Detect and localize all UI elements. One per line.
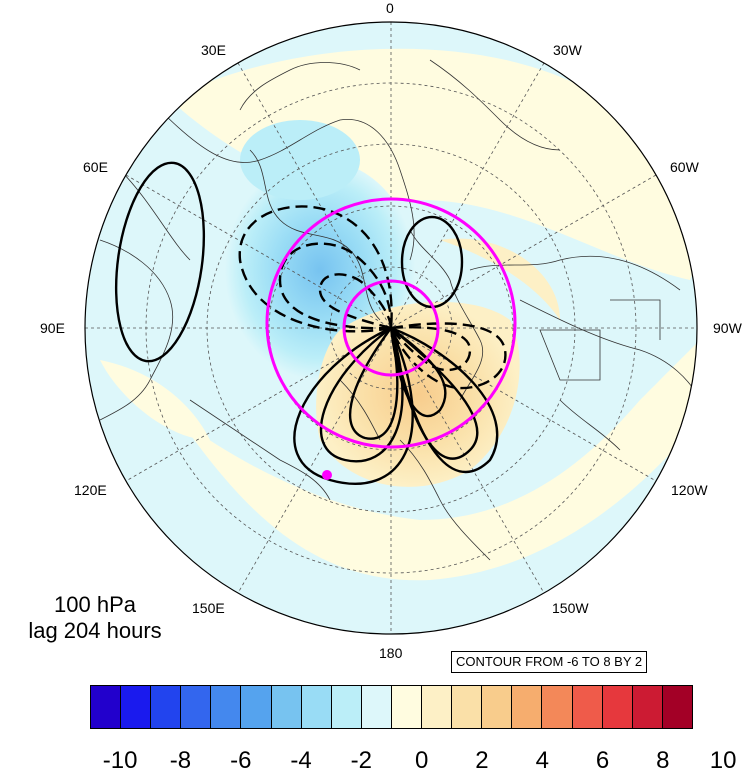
lon-label-90w: 90W <box>713 320 742 336</box>
lon-label-0: 0 <box>386 0 394 16</box>
colorbar-tick-label: 10 <box>709 747 737 774</box>
solid-contours <box>114 161 499 485</box>
highlight-circles <box>265 197 517 449</box>
colorbar-box <box>602 686 633 728</box>
colorbar-tick-label: 8 <box>656 747 670 774</box>
lon-label-30w: 30W <box>553 42 582 58</box>
lon-label-60e: 60E <box>83 159 108 175</box>
location-marker <box>322 470 332 480</box>
map-border <box>84 21 698 635</box>
outer-magenta-circle <box>265 197 517 449</box>
lon-label-30e: 30E <box>201 42 226 58</box>
lon-label-60w: 60W <box>670 159 699 175</box>
lag-label: lag 204 hours <box>28 618 162 643</box>
colorbar-box <box>361 686 392 728</box>
inner-magenta-circle <box>342 279 440 377</box>
plot-info: 100 hPa lag 204 hours <box>0 592 190 644</box>
colorbar-tick-label: 6 <box>595 747 610 774</box>
colorbar-box <box>91 686 122 728</box>
colorbar-box <box>271 686 302 728</box>
colorbar-box <box>211 686 242 728</box>
colorbar-box <box>241 686 272 728</box>
colorbar-box <box>452 686 483 728</box>
colorbar-box <box>422 686 453 728</box>
colorbar-tick-label: -4 <box>290 747 312 774</box>
colorbar-tick-label: 4 <box>535 747 549 774</box>
colorbar-box <box>662 686 692 728</box>
pressure-level: 100 hPa <box>54 592 136 617</box>
colorbar-tick-label: -10 <box>102 747 138 774</box>
colorbar-box <box>331 686 362 728</box>
lon-label-90e: 90E <box>40 320 65 336</box>
lon-label-150e: 150E <box>192 600 225 616</box>
colorbar-tick-label: 2 <box>475 747 489 774</box>
lon-label-120w: 120W <box>671 482 708 498</box>
lon-label-120e: 120E <box>74 482 107 498</box>
colorbar-box <box>151 686 182 728</box>
polar-map <box>84 21 698 635</box>
colorbar-box <box>632 686 663 728</box>
colorbar-box <box>482 686 513 728</box>
colorbar-box <box>391 686 423 728</box>
colorbar-box <box>572 686 603 728</box>
colorbar-box <box>181 686 212 728</box>
colorbar-box <box>301 686 332 728</box>
colorbar-box <box>121 686 152 728</box>
lon-label-180: 180 <box>379 645 403 661</box>
colorbar-tick-label: -8 <box>169 747 192 774</box>
colorbar-tick-label: -6 <box>230 747 252 774</box>
colorbar-box <box>542 686 573 728</box>
colorbar-tick-label: 0 <box>414 747 429 774</box>
colorbar-box <box>512 686 543 728</box>
colorbar <box>90 685 693 729</box>
lon-label-150w: 150W <box>552 600 589 616</box>
colorbar-tick-label: -2 <box>350 747 373 774</box>
contour-note: CONTOUR FROM -6 TO 8 BY 2 <box>451 651 648 673</box>
